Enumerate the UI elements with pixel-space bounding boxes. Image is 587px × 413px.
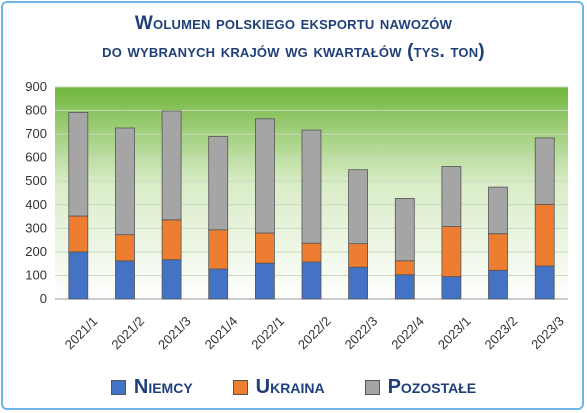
x-tick-label: 2022/3 bbox=[342, 313, 381, 352]
bar-ukraina-2022-3 bbox=[348, 243, 369, 268]
x-tick-label: 2021/3 bbox=[155, 313, 194, 352]
bar-ukraina-2021-1 bbox=[68, 215, 89, 253]
bar-niemcy-2022-3 bbox=[348, 266, 369, 300]
y-tick-label: 600 bbox=[25, 150, 47, 165]
x-tick-label: 2021/2 bbox=[108, 313, 147, 352]
x-tick-label: 2023/3 bbox=[528, 313, 567, 352]
x-tick-label: 2022/4 bbox=[388, 313, 427, 352]
bar-ukraina-2021-4 bbox=[208, 229, 229, 270]
y-tick-label: 300 bbox=[25, 220, 47, 235]
bar-pozostae-2021-3 bbox=[161, 110, 182, 221]
y-tick-label: 500 bbox=[25, 173, 47, 188]
bar-niemcy-2022-4 bbox=[394, 274, 415, 300]
x-tick-label: 2023/1 bbox=[435, 313, 474, 352]
bar-ukraina-2023-1 bbox=[441, 225, 462, 277]
bar-niemcy-2021-2 bbox=[115, 260, 135, 300]
bar-pozostae-2022-2 bbox=[301, 129, 322, 244]
bar-niemcy-2022-2 bbox=[301, 261, 322, 300]
y-tick-label: 800 bbox=[25, 103, 47, 118]
legend-swatch-pozostale bbox=[364, 379, 380, 395]
legend: Niemcy Ukraina Pozostałe bbox=[0, 372, 587, 402]
bar-ukraina-2022-4 bbox=[394, 260, 415, 276]
legend-swatch-niemcy bbox=[110, 379, 126, 395]
legend-label-ukraina: Ukraina bbox=[255, 375, 325, 398]
bar-pozostae-2022-3 bbox=[348, 169, 369, 245]
legend-label-niemcy: Niemcy bbox=[133, 375, 193, 398]
bar-niemcy-2021-3 bbox=[161, 259, 182, 300]
y-tick-label: 200 bbox=[25, 244, 47, 259]
legend-item-niemcy: Niemcy bbox=[110, 375, 193, 399]
x-tick-label: 2022/1 bbox=[248, 313, 287, 352]
legend-label-pozostale: Pozostałe bbox=[387, 375, 477, 398]
legend-swatch-ukraina bbox=[232, 379, 248, 395]
bar-ukraina-2021-3 bbox=[161, 219, 182, 261]
bar-pozostae-2023-1 bbox=[441, 165, 462, 227]
bar-pozostae-2021-1 bbox=[68, 112, 89, 217]
bar-ukraina-2021-2 bbox=[115, 234, 135, 262]
y-tick-label: 900 bbox=[25, 79, 47, 94]
bar-pozostae-2021-2 bbox=[115, 127, 135, 236]
bar-niemcy-2022-1 bbox=[254, 262, 275, 300]
bar-pozostae-2023-2 bbox=[488, 186, 508, 235]
bar-pozostae-2022-4 bbox=[394, 197, 415, 262]
bar-niemcy-2023-3 bbox=[534, 265, 555, 300]
x-tick-label: 2021/1 bbox=[62, 313, 101, 352]
x-tick-label: 2023/2 bbox=[482, 313, 521, 352]
bar-niemcy-2021-1 bbox=[68, 251, 89, 300]
legend-item-pozostale: Pozostałe bbox=[364, 375, 477, 399]
bar-pozostae-2021-4 bbox=[208, 136, 229, 231]
bar-ukraina-2023-3 bbox=[534, 203, 555, 267]
bar-pozostae-2022-1 bbox=[254, 118, 275, 234]
bar-niemcy-2023-1 bbox=[441, 276, 462, 300]
bar-ukraina-2022-2 bbox=[301, 242, 322, 263]
chart-title-line1: Wolumen polskiego eksportu nawozów bbox=[134, 13, 453, 34]
y-tick-label: 0 bbox=[40, 291, 47, 306]
bar-pozostae-2023-3 bbox=[534, 137, 555, 205]
x-tick-label: 2021/4 bbox=[202, 313, 241, 352]
x-tick-label: 2022/2 bbox=[295, 313, 334, 352]
bar-niemcy-2021-4 bbox=[208, 268, 229, 300]
legend-item-ukraina: Ukraina bbox=[232, 375, 325, 399]
y-tick-label: 100 bbox=[25, 267, 47, 282]
y-tick-label: 700 bbox=[25, 126, 47, 141]
bar-niemcy-2023-2 bbox=[488, 269, 508, 300]
bar-ukraina-2022-1 bbox=[254, 232, 275, 264]
bar-ukraina-2023-2 bbox=[488, 233, 508, 271]
y-tick-label: 400 bbox=[25, 197, 47, 212]
chart-title-line2: do wybranych krajów wg kwartałów (tys. t… bbox=[102, 41, 485, 62]
